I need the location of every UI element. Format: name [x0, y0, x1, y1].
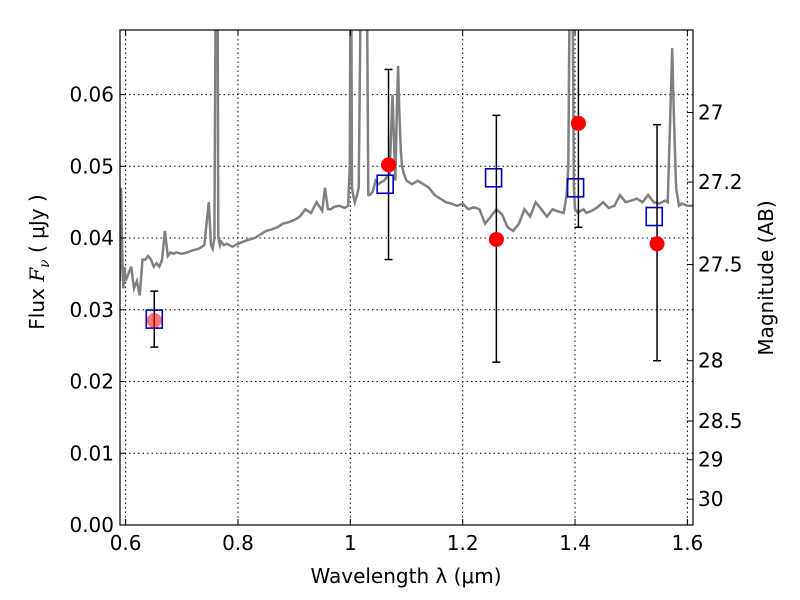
- observed-point: [570, 115, 586, 131]
- y-tick-label: 0.02: [69, 370, 114, 394]
- right-tick-label: 30: [698, 487, 723, 511]
- spectrum-line: [120, 30, 693, 296]
- right-tick-label: 29: [698, 448, 723, 472]
- x-tick-label: 1.6: [671, 531, 703, 555]
- model-square-marker: [566, 178, 585, 198]
- x-tick-label: 0.8: [222, 531, 254, 555]
- y-tick-label: 0.03: [69, 298, 114, 322]
- right-tick-label: 27.5: [698, 253, 743, 277]
- right-tick-label: 27.2: [698, 170, 743, 194]
- observed-point: [488, 231, 504, 247]
- plot-frame: [119, 29, 694, 526]
- right-tick-label: 28.5: [698, 409, 743, 433]
- right-tick-label: 28: [698, 349, 723, 373]
- observed-point: [146, 313, 162, 329]
- tick-layer: 0.6 0.8 1 1.2 1.4 1.6 0.00 0.01 0.02 0.03 0.04 0.05…: [69, 30, 743, 555]
- marker-layer: [145, 115, 665, 329]
- model-square-marker: [645, 206, 664, 227]
- x-tick-label: 1: [344, 531, 357, 555]
- spectrum-layer: [120, 30, 693, 296]
- x-axis-label: Wavelength λ (μm): [310, 564, 501, 588]
- y-axis-label: Flux Fν ( μJy ): [25, 194, 53, 329]
- y-tick-label: 0.05: [69, 154, 114, 178]
- right-tick-label: 27: [698, 101, 723, 125]
- errorbar-layer: [150, 30, 662, 363]
- grid-layer: [120, 30, 693, 525]
- model-square-marker: [376, 174, 394, 195]
- x-tick-label: 1.2: [447, 531, 479, 555]
- y-tick-label: 0.04: [69, 226, 114, 250]
- y-tick-label: 0.01: [69, 441, 114, 465]
- x-tick-label: 1.4: [559, 531, 591, 555]
- model-square-marker: [145, 309, 164, 329]
- x-tick-label: 0.6: [110, 531, 142, 555]
- observed-point: [649, 236, 665, 252]
- y-tick-label: 0.00: [69, 513, 114, 537]
- model-square-marker: [484, 167, 503, 188]
- observed-point: [381, 157, 397, 173]
- y-tick-label: 0.06: [69, 83, 114, 107]
- right-axis-label: Magnitude (AB): [754, 200, 778, 355]
